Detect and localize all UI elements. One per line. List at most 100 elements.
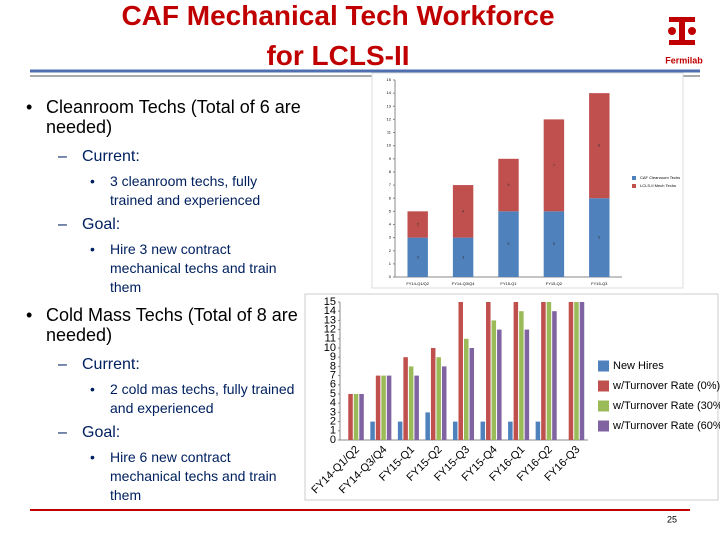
title-line: for LCLS-II [266,40,410,71]
x-tick-label: FY15-Q1 [500,281,517,286]
detail: 3 cleanroom techs, fully trained and exp… [90,172,300,210]
bar [464,338,469,440]
sub-bullet: Current: [58,148,140,166]
legend-label: CAF Cleanroom Techs [640,175,680,180]
title: CAF Mechanical Tech Workforce for LCLS-II [40,0,636,76]
x-tick-label: FY15-Q2 [546,281,563,286]
y-tick-label: 15 [387,77,392,82]
bar [513,302,519,440]
data-label: 3 [417,254,420,259]
y-tick-label: 0 [389,274,392,279]
data-label: 8 [598,143,601,148]
bar [491,320,497,440]
chart-frame [304,293,719,501]
data-label: 5 [553,241,556,246]
legend-swatch [632,184,636,188]
bar [403,357,408,440]
bar [552,311,557,440]
legend-label: w/Turnover Rate (60%) [612,420,720,432]
y-tick-label: 8 [389,169,392,174]
bar-segment [589,93,610,199]
y-tick-label: 15 [324,296,336,308]
x-tick-label: FY14-Q1/Q2 [406,281,429,286]
y-tick-label: 11 [387,130,392,135]
y-tick-label: 3 [330,406,336,418]
y-tick-label: 14 [324,305,336,317]
y-tick-label: 13 [324,314,336,326]
bar [486,302,491,440]
legend-swatch [598,360,609,372]
bar [546,302,552,440]
bar [375,375,381,440]
detail: 2 cold mas techs, fully trained and expe… [90,380,300,418]
bar-segment [407,237,428,277]
detail: Hire 3 new contract mechanical techs and… [90,240,300,297]
bar [469,348,475,440]
bar [541,302,546,440]
data-label: 7 [553,162,556,167]
y-tick-label: 8 [330,360,336,372]
y-tick-label: 7 [330,370,336,382]
bar-segment [543,119,565,212]
y-tick-label: 13 [387,103,392,108]
bar [535,421,541,440]
logo-mark [668,17,696,45]
y-tick-label: 14 [387,90,392,95]
y-tick-label: 4 [389,222,392,227]
bar [480,421,486,440]
bar [436,357,441,440]
bar [370,421,375,440]
bar [425,412,430,440]
y-tick-label: 3 [389,235,392,240]
y-tick-label: 4 [330,397,336,409]
bullet: Cleanroom Techs (Total of 6 are needed) [26,97,316,137]
bar [381,375,386,440]
bar-segment [407,211,428,238]
bar-segment [498,211,519,277]
bar [430,348,436,440]
y-tick-label: 2 [330,416,336,428]
legend-swatch [598,420,609,432]
page-number: 25 [667,514,677,524]
y-tick-label: 9 [330,351,336,363]
y-tick-label: 11 [325,333,336,345]
y-tick-label: 9 [389,156,392,161]
legend-label: New Hires [613,360,664,372]
y-tick-label: 1 [389,261,392,266]
bar [386,375,392,440]
bar [579,302,585,440]
data-label: 6 [598,235,601,240]
data-label: 3 [462,254,465,259]
bar-segment [452,185,474,238]
legend-swatch [598,400,609,412]
bar [508,421,513,440]
bar [519,311,524,440]
bar-segment [543,211,565,277]
bar [441,366,447,440]
y-tick-label: 10 [324,342,336,354]
bar [359,394,364,440]
y-tick-label: 6 [330,379,336,391]
data-label: 4 [507,182,510,187]
y-tick-label: 1 [330,425,336,437]
bar-segment [452,237,474,277]
detail: Hire 6 new contract mechanical techs and… [90,448,300,505]
data-label: 5 [507,241,510,246]
y-tick-label: 12 [324,324,336,336]
y-tick-label: 5 [330,388,336,400]
bar-segment [589,198,610,277]
data-label: 2 [417,222,420,227]
bar [348,394,353,440]
sub-bullet: Current: [58,356,140,374]
bar [568,302,574,440]
y-tick-label: 5 [389,208,392,213]
y-tick-label: 12 [387,116,392,121]
bar [452,421,458,440]
sub-bullet: Goal: [58,216,120,234]
legend-label: LCLS-II Mech Techs [640,183,676,188]
bar [414,375,419,440]
y-tick-label: 7 [389,182,392,187]
y-tick-label: 2 [389,248,392,253]
